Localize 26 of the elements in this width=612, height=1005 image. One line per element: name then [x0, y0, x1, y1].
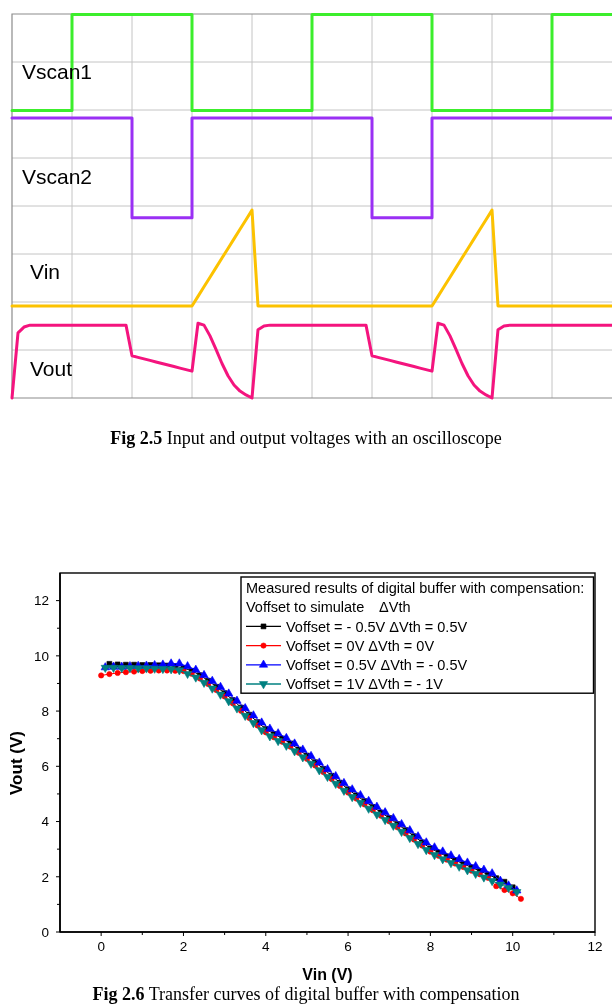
y-tick-label: 6	[41, 759, 49, 775]
y-tick-label: 0	[41, 924, 49, 940]
x-tick-label: 4	[262, 939, 271, 954]
caption: Fig 2.5 Input and output voltages with an oscilloscope	[110, 428, 502, 448]
x-tick-label: 6	[344, 939, 352, 954]
x-tick-label: 0	[97, 939, 105, 954]
series-label: Vout	[30, 356, 73, 380]
x-tick-label: 2	[179, 939, 188, 954]
y-tick-label: 12	[33, 593, 49, 609]
series-label: Vscan2	[22, 164, 93, 188]
legend-label: Voffset = 1V ΔVth = - 1V	[286, 676, 444, 693]
y-tick-label: 10	[33, 648, 49, 664]
y-tick-label: 4	[41, 814, 50, 830]
legend-label: Voffset = 0.5V ΔVth = - 0.5V	[286, 657, 468, 674]
x-tick-label: 8	[426, 939, 435, 954]
y-tick-label: 2	[41, 869, 49, 885]
legend-label: Voffset = - 0.5V ΔVth = 0.5V	[286, 618, 468, 635]
series-label: Vin	[30, 259, 60, 283]
x-tick-label: 12	[587, 939, 603, 954]
x-tick-label: 10	[505, 939, 521, 954]
caption: Fig 2.6 Transfer curves of digital buffer with compensation	[92, 984, 520, 1004]
y-tick-label: 8	[41, 703, 49, 719]
legend-label: Voffset = 0V ΔVth = 0V	[286, 637, 435, 654]
y-axis-title: Vout (V)	[7, 731, 26, 795]
legend-title: Measured results of digital buffer with compensation: Voffset to simulate ΔVth	[246, 580, 585, 616]
x-axis-title: Vin (V)	[302, 966, 353, 983]
